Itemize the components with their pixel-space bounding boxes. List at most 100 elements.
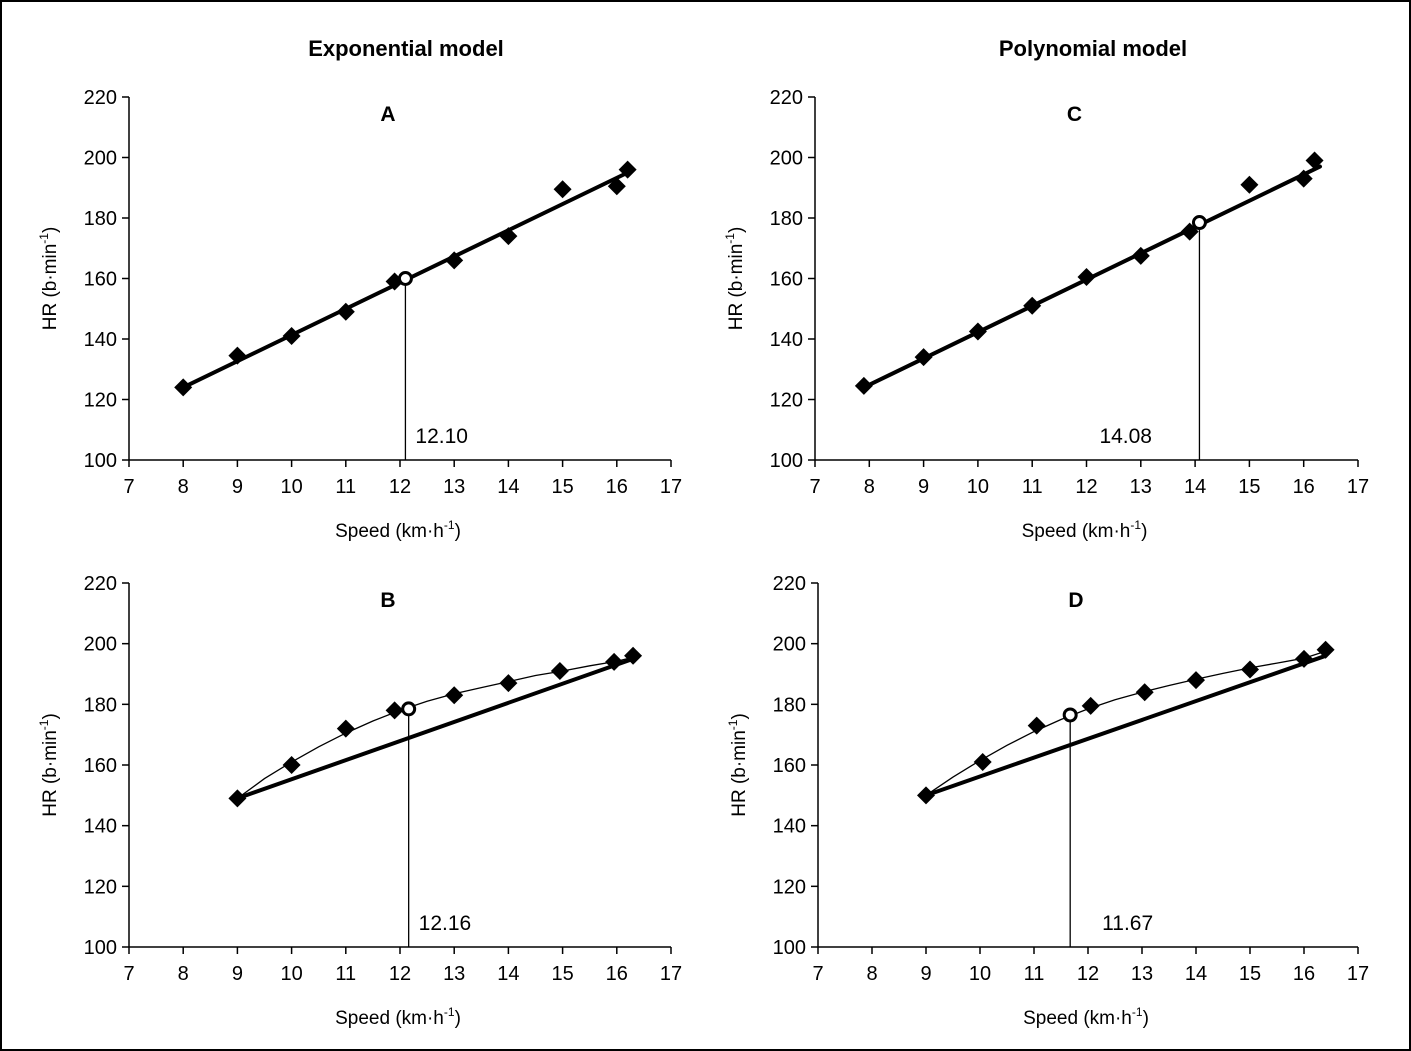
x-tick-label: 15 (551, 476, 573, 498)
x-axis-label-unit-exponent: -1 (1132, 1005, 1143, 1019)
x-tick-label: 10 (969, 963, 991, 985)
threshold-marker (397, 271, 413, 286)
y-tick-label: 200 (84, 148, 117, 170)
x-tick-label: 10 (967, 476, 989, 498)
y-tick-label: 180 (773, 694, 806, 716)
data-point (228, 346, 247, 365)
y-tick-label: 120 (770, 390, 803, 412)
y-tick-label: 180 (770, 208, 803, 230)
y-tick-label: 200 (773, 634, 806, 656)
x-axis-label-unit-exponent: -1 (444, 1005, 455, 1019)
y-tick-label: 120 (84, 390, 117, 412)
y-axis-label-close: ) (40, 713, 61, 719)
y-tick-label: 160 (84, 269, 117, 291)
x-tick-label: 16 (1293, 963, 1315, 985)
y-axis-label-text: HR (b·min (729, 730, 750, 817)
x-axis-label-close: ) (455, 521, 461, 542)
x-tick-label: 10 (280, 476, 302, 498)
x-tick-label: 12 (1077, 963, 1099, 985)
y-axis-label: HR (b·min-1) (726, 713, 750, 817)
data-point (499, 227, 518, 246)
x-tick-label: 14 (497, 963, 519, 985)
panel-a: 7 8 9 10 11 12 13 14 15 16 17 100 120 140 160 180 200 220… (37, 87, 682, 542)
y-tick-label: 140 (773, 816, 806, 838)
data-point (607, 177, 626, 196)
x-tick-label: 8 (178, 963, 189, 985)
data-point (968, 322, 987, 341)
x-tick-label: 14 (497, 476, 519, 498)
x-axis-label-text: Speed (km·h (335, 1008, 444, 1029)
x-axis-label: Speed (km·h-1) (1022, 518, 1148, 542)
y-tick-label: 200 (770, 148, 803, 170)
data-point (1241, 660, 1259, 679)
data-point (1131, 246, 1150, 265)
y-tick-label: 100 (773, 937, 806, 959)
threshold-label: 14.08 (1099, 425, 1152, 448)
y-tick-label: 100 (770, 450, 803, 472)
y-tick-label: 120 (84, 876, 117, 898)
x-tick-label: 14 (1185, 963, 1207, 985)
y-tick-label: 180 (84, 694, 117, 716)
x-tick-label: 12 (389, 476, 411, 498)
data-point (1240, 175, 1259, 194)
x-axis-label-close: ) (1143, 1008, 1149, 1029)
y-tick-label: 120 (773, 876, 806, 898)
y-tick-label: 160 (84, 755, 117, 777)
panel-d: 7 8 9 10 11 12 13 14 15 16 17 100 120 140 160 180 200 220… (726, 573, 1369, 1029)
y-tick-label: 100 (84, 937, 117, 959)
data-point (605, 652, 624, 671)
x-tick-label: 15 (1239, 963, 1261, 985)
data-point (854, 376, 873, 395)
y-axis-label-unit-exponent: -1 (726, 719, 740, 730)
panel-letter: A (380, 103, 395, 126)
x-tick-label: 11 (1024, 963, 1045, 985)
x-axis-label: Speed (km·h-1) (335, 1005, 461, 1029)
data-point (1305, 151, 1324, 170)
y-tick-label: 220 (770, 87, 803, 109)
x-tick-label: 13 (443, 476, 465, 498)
fitted-curve (237, 656, 634, 799)
y-axis-label-text: HR (b·min (40, 244, 61, 331)
y-axis-label-unit-exponent: -1 (37, 233, 51, 244)
x-axis-label-unit-exponent: -1 (444, 518, 455, 532)
panel-letter: B (380, 589, 395, 612)
y-tick-label: 220 (84, 87, 117, 109)
data-point (499, 674, 518, 693)
panels: 7 8 9 10 11 12 13 14 15 16 17 100 120 140 160 180 200 220… (37, 87, 1369, 1029)
y-tick-label: 160 (770, 269, 803, 291)
data-point (1187, 671, 1205, 690)
threshold-label: 12.10 (415, 425, 468, 448)
y-tick-label: 220 (773, 573, 806, 595)
data-point (1294, 169, 1313, 188)
x-axis-label-text: Speed (km·h (1023, 1008, 1132, 1029)
y-axis-label: HR (b·min-1) (37, 227, 61, 331)
threshold-marker (1191, 215, 1207, 231)
x-tick-label: 9 (918, 476, 929, 498)
panel-letter: D (1068, 589, 1083, 612)
y-tick-label: 100 (84, 450, 117, 472)
x-tick-label: 9 (232, 476, 243, 498)
x-tick-label: 17 (660, 963, 682, 985)
x-tick-label: 8 (178, 476, 189, 498)
data-point (973, 752, 992, 771)
y-tick-label: 220 (84, 573, 117, 595)
x-axis-label-unit-exponent: -1 (1130, 518, 1141, 532)
data-point (1316, 640, 1335, 659)
y-axis-label-unit-exponent: -1 (37, 719, 51, 730)
x-axis-label-text: Speed (km·h (1022, 521, 1131, 542)
y-tick-label: 140 (770, 329, 803, 351)
x-tick-label: 17 (1347, 476, 1369, 498)
x-tick-label: 7 (812, 963, 823, 985)
data-point (914, 348, 933, 367)
threshold-label: 11.67 (1102, 912, 1153, 935)
data-point (1081, 696, 1100, 715)
x-tick-label: 17 (660, 476, 682, 498)
x-tick-label: 14 (1184, 476, 1206, 498)
x-axis-label: Speed (km·h-1) (1023, 1005, 1149, 1029)
data-point (1295, 649, 1313, 668)
data-point (1077, 267, 1096, 286)
fitted-curve (925, 650, 1326, 796)
x-tick-label: 13 (443, 963, 465, 985)
x-tick-label: 15 (551, 963, 573, 985)
linear-fit-line (235, 656, 636, 801)
